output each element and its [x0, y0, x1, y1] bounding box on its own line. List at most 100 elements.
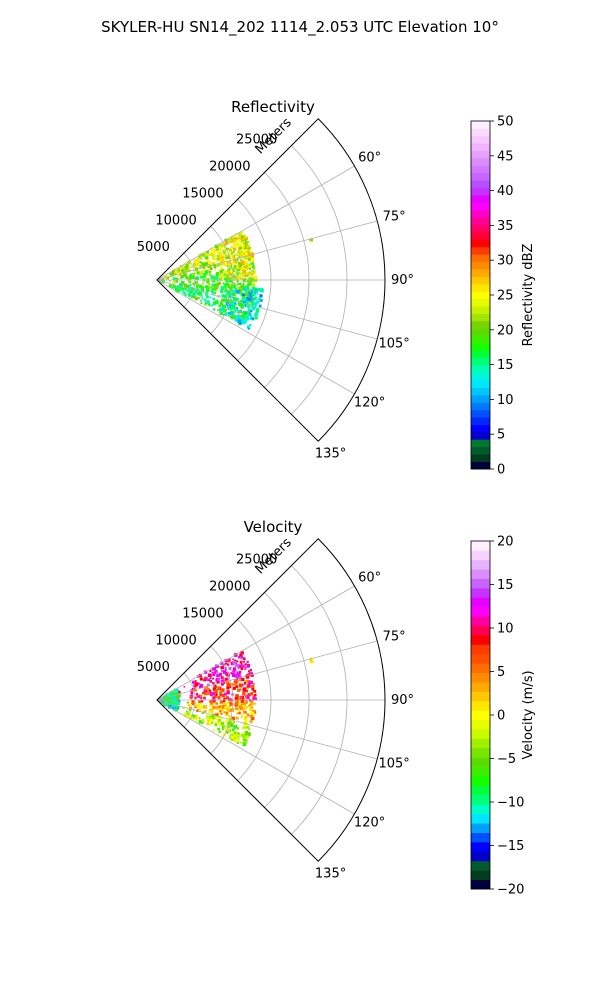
echo-cell — [215, 678, 219, 682]
echo-cell — [173, 280, 177, 284]
echo-cell — [198, 291, 202, 296]
echo-cell — [225, 312, 228, 315]
echo-cell — [200, 697, 203, 700]
echo-cell — [216, 686, 221, 690]
echo-cell — [251, 306, 254, 310]
echo-cell — [242, 742, 247, 747]
echo-cell — [253, 301, 258, 306]
echo-cell — [232, 235, 235, 239]
echo-cell — [243, 702, 246, 705]
echo-cell — [198, 720, 203, 724]
echo-cell — [236, 289, 240, 294]
echo-cell — [233, 725, 237, 729]
echo-cell — [232, 255, 236, 258]
echo-cell — [242, 731, 246, 735]
echo-cell — [211, 677, 214, 680]
echo-cell — [240, 317, 244, 322]
echo-cell — [227, 276, 230, 279]
echo-cell — [232, 267, 235, 270]
echo-cell — [256, 310, 259, 313]
echo-cell — [250, 270, 253, 272]
echo-cell — [183, 288, 186, 291]
echo-cell — [181, 287, 185, 291]
colorbar-segment — [471, 180, 490, 189]
echo-cell — [242, 726, 246, 729]
echo-cell — [206, 270, 210, 273]
colorbar-segment — [471, 232, 490, 240]
echo-cell — [204, 285, 208, 289]
echo-cell — [234, 673, 239, 678]
echo-cell — [244, 273, 248, 278]
echo-cell — [175, 688, 179, 692]
echo-cell — [241, 663, 245, 667]
echo-cell — [236, 699, 240, 703]
echo-cell — [169, 701, 172, 704]
echo-cell — [226, 275, 230, 279]
reflectivity-panel: Reflectivity60°75°90°105°120°135°5000100… — [137, 98, 536, 478]
echo-cell — [242, 657, 246, 661]
panel-title: Velocity — [244, 518, 303, 536]
echo-cell — [175, 269, 179, 273]
echo-cell — [238, 303, 241, 306]
echo-cell — [227, 269, 230, 272]
echo-cell — [250, 288, 253, 291]
echo-cell — [227, 721, 230, 725]
echo-cell — [247, 308, 251, 312]
echo-cell — [226, 291, 230, 296]
echo-cell — [171, 693, 175, 697]
echo-cell — [182, 706, 185, 710]
echo-cell — [239, 653, 243, 657]
echo-cell — [244, 246, 248, 249]
echo-cell — [214, 287, 218, 290]
echo-cell — [223, 270, 226, 273]
echo-cell — [237, 239, 241, 243]
echo-cell — [251, 317, 255, 321]
echo-cell — [245, 730, 249, 734]
echo-cell — [191, 680, 196, 684]
echo-cell — [247, 251, 251, 255]
echo-cell — [257, 298, 260, 300]
echo-cell — [225, 299, 229, 304]
echo-cell — [213, 716, 218, 720]
echo-cell — [195, 703, 199, 707]
echo-cell — [221, 275, 225, 279]
echo-cell — [245, 679, 249, 684]
colorbar-segment — [471, 372, 490, 381]
colorbar-segment — [471, 431, 490, 440]
colorbar-tick-label: 15 — [497, 358, 514, 373]
colorbar-segment — [471, 350, 490, 359]
echo-cell — [239, 688, 242, 691]
echo-cell — [236, 671, 239, 674]
echo-cell — [221, 298, 224, 302]
echo-cell — [218, 677, 220, 680]
echo-cell — [230, 661, 234, 665]
echo-cell — [235, 694, 239, 698]
echo-cell — [187, 261, 191, 265]
echo-cell — [232, 728, 235, 732]
echo-cell — [240, 302, 244, 305]
azimuth-spoke — [156, 640, 378, 701]
echo-cell — [252, 695, 256, 699]
echo-cell — [208, 273, 212, 277]
colorbar-segment — [471, 209, 490, 218]
echo-cell — [242, 299, 246, 303]
colorbar-segment — [471, 187, 490, 196]
echo-cell — [234, 317, 239, 322]
echo-cell — [235, 297, 239, 302]
echo-cell — [216, 254, 219, 257]
angle-tick-label: 135° — [315, 867, 346, 882]
echo-cell — [204, 705, 208, 709]
echo-cell — [249, 315, 253, 318]
echo-cell — [225, 712, 229, 716]
echo-cell — [218, 730, 221, 734]
echo-cell — [244, 260, 248, 263]
echo-cell — [237, 319, 242, 324]
echo-cell — [219, 272, 221, 275]
echo-cell — [261, 290, 264, 293]
echo-cell — [242, 254, 246, 258]
echo-cell — [245, 241, 248, 244]
echo-cell — [245, 675, 250, 679]
echo-cell — [257, 287, 261, 292]
echo-cell — [217, 722, 220, 726]
colorbar-segment — [471, 439, 490, 448]
